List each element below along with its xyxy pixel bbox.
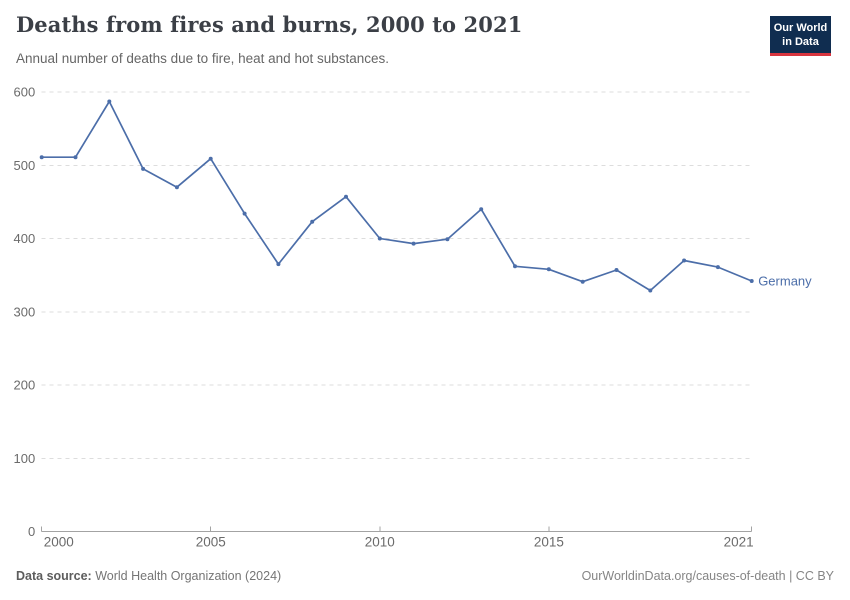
data-point[interactable]: [73, 155, 78, 160]
data-point[interactable]: [174, 185, 179, 190]
owid-logo[interactable]: Our World in Data: [770, 16, 831, 57]
owid-logo-line2: in Data: [782, 36, 819, 49]
x-tick-label: 2000: [44, 535, 74, 550]
y-tick-label: 0: [28, 524, 35, 539]
y-tick-label: 600: [13, 85, 35, 100]
data-point[interactable]: [715, 265, 720, 270]
owid-logo-line1: Our World: [773, 22, 828, 34]
data-point[interactable]: [479, 207, 484, 212]
data-point[interactable]: [208, 156, 213, 161]
data-point[interactable]: [141, 166, 146, 171]
y-tick-label: 200: [13, 378, 35, 393]
chart-canvas[interactable]: 0 100 200 300 400 500 600 2000 2005 2010 2015 2021 G…: [0, 80, 850, 555]
data-point[interactable]: [39, 155, 44, 160]
chart-title: Deaths from fires and burns, 2000 to 202…: [16, 12, 523, 37]
data-source: Data source: World Health Organization (…: [16, 569, 281, 583]
x-tick-label: 2015: [534, 535, 564, 550]
data-point[interactable]: [411, 241, 416, 246]
data-source-label: Data source:: [16, 569, 92, 583]
data-point[interactable]: [614, 268, 619, 272]
y-tick-label: 400: [13, 231, 35, 246]
data-point[interactable]: [276, 262, 281, 267]
data-point[interactable]: [513, 264, 517, 269]
data-point[interactable]: [749, 279, 754, 283]
chart-footer: Data source: World Health Organization (…: [16, 569, 834, 583]
data-line-germany[interactable]: [40, 100, 753, 292]
series-label-germany[interactable]: Germany: [758, 273, 812, 288]
x-tick-label: 2010: [365, 535, 395, 550]
y-tick-label: 500: [13, 158, 35, 173]
data-point[interactable]: [344, 194, 348, 199]
x-tick-label: 2005: [196, 535, 226, 550]
data-point[interactable]: [445, 237, 450, 242]
y-tick-label: 100: [13, 451, 35, 466]
y-tick-label: 300: [13, 304, 35, 319]
data-point[interactable]: [310, 219, 315, 224]
data-point[interactable]: [580, 279, 585, 284]
line-chart[interactable]: 0 100 200 300 400 500 600 2000 2005 2010 2015 2021 G…: [0, 80, 850, 555]
data-point[interactable]: [377, 236, 382, 241]
data-point[interactable]: [546, 267, 551, 272]
data-source-value: World Health Organization (2024): [95, 569, 282, 583]
data-point[interactable]: [682, 258, 687, 263]
data-point[interactable]: [242, 211, 247, 216]
x-tick-label: 2021: [724, 535, 754, 550]
data-point[interactable]: [648, 288, 653, 293]
attribution-text: OurWorldinData.org/causes-of-death | CC …: [581, 569, 834, 583]
data-point[interactable]: [107, 99, 112, 104]
chart-subtitle: Annual number of deaths due to fire, hea…: [16, 51, 390, 66]
